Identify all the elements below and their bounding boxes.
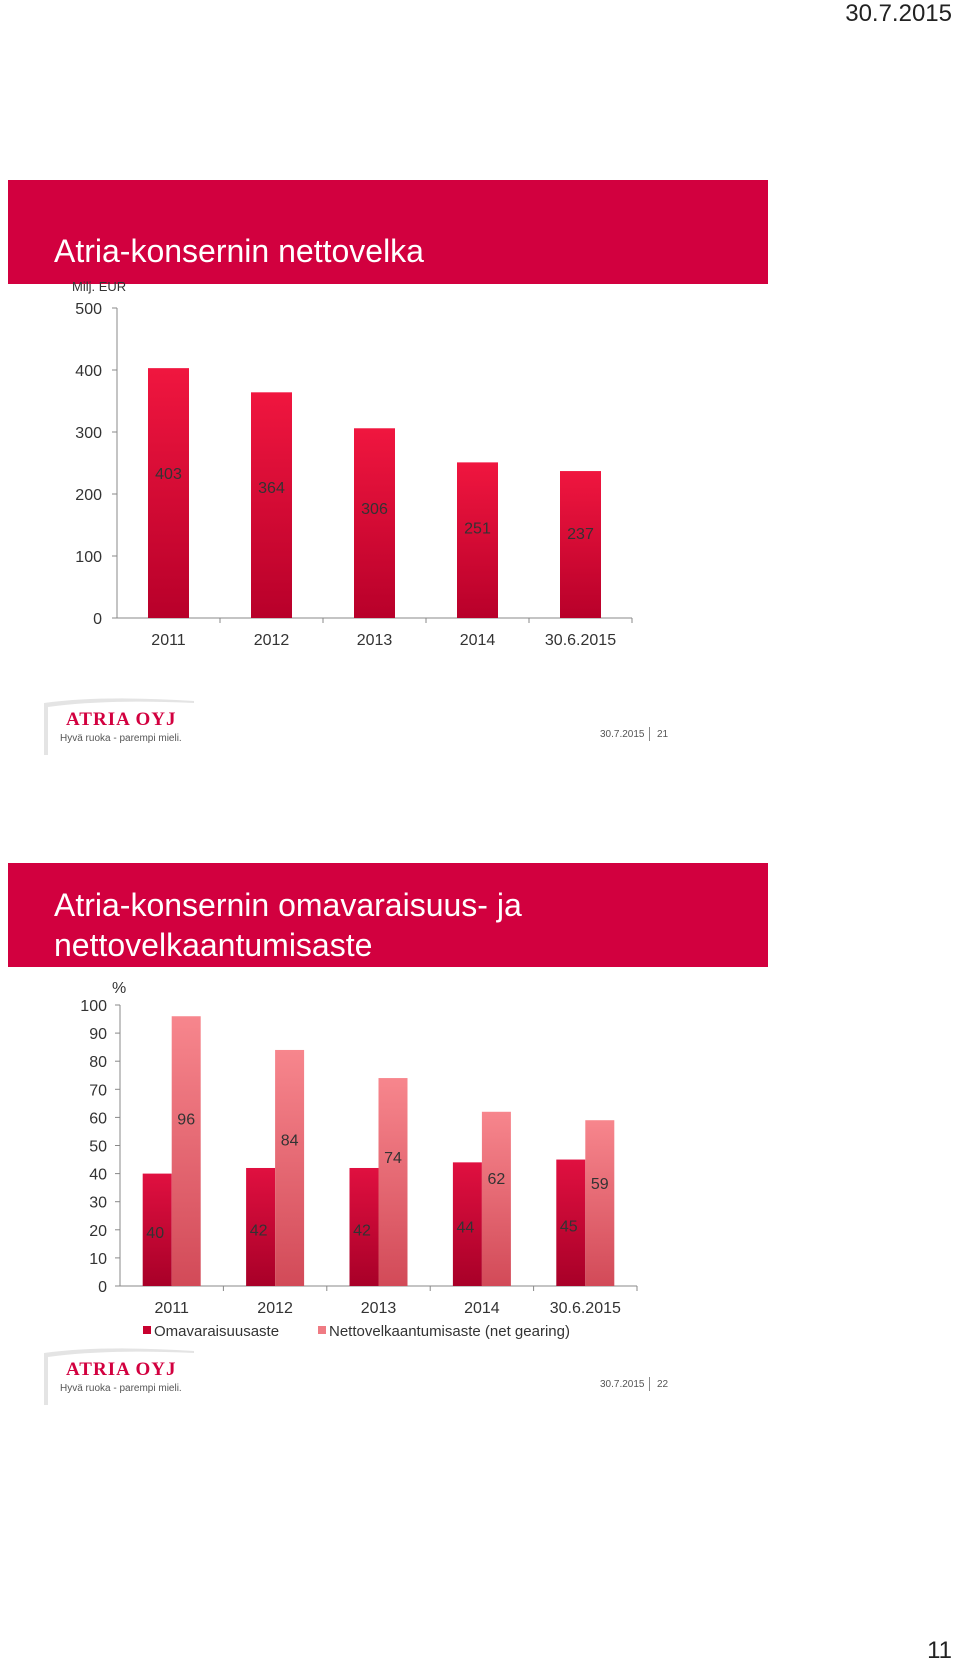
slide-equity-ratio: Atria-konsernin omavaraisuus- ja nettove…: [0, 863, 770, 1495]
logo-slogan: Hyvä ruoka - parempi mieli.: [60, 1383, 182, 1394]
slide-net-debt: Atria-konsernin nettovelka Milj. EUR 0 100…: [0, 180, 770, 755]
legend-label-equity-ratio: Omavaraisuusaste: [154, 1323, 279, 1340]
y-tick-label: 90: [89, 1026, 107, 1043]
bar-equity-ratio: [556, 1159, 586, 1286]
footer-separator: [649, 727, 650, 741]
bar-net-gearing: [481, 1111, 511, 1286]
bar-value-label: 96: [177, 1112, 195, 1129]
bar: [560, 471, 601, 618]
slide-title-bar: Atria-konsernin nettovelka: [8, 180, 768, 284]
atria-logo: ATRIA OYJ Hyvä ruoka - parempi mieli.: [44, 695, 194, 755]
logo-swoosh-icon: [44, 1348, 194, 1405]
y-tick-label: 100: [75, 549, 102, 566]
bar-value-label: 45: [560, 1218, 578, 1235]
y-tick-label: 10: [89, 1251, 107, 1268]
bar-value-label: 251: [464, 521, 491, 538]
bar-value-label: 306: [361, 501, 388, 518]
equity-gearing-chart: % 0 10 20 30 40 50 60 70 80 90 100 40 96 2011 42 84 2012 4…: [80, 980, 638, 1340]
y-tick-label: 40: [89, 1167, 107, 1184]
x-tick-label: 30.6.2015: [545, 632, 616, 649]
bar-value-label: 59: [591, 1176, 609, 1193]
y-tick-label: 80: [89, 1054, 107, 1071]
footer-date: 30.7.2015: [600, 729, 645, 740]
slide-title: Atria-konsernin omavaraisuus- ja nettove…: [54, 887, 522, 963]
x-tick-label: 2013: [361, 1300, 397, 1317]
x-tick-label: 2011: [154, 1300, 189, 1317]
atria-logo: ATRIA OYJ Hyvä ruoka - parempi mieli.: [44, 1345, 194, 1405]
y-tick-label: 0: [98, 1279, 107, 1296]
x-tick-label: 2014: [464, 1300, 500, 1317]
x-tick-label: 2012: [254, 632, 290, 649]
bar-equity-ratio: [349, 1167, 379, 1286]
y-tick-label: 200: [75, 487, 102, 504]
slide-number: 22: [657, 1379, 669, 1390]
slide-title: Atria-konsernin nettovelka: [54, 233, 424, 269]
x-tick-label: 2014: [460, 632, 496, 649]
bar: [251, 392, 292, 618]
bar-value-label: 364: [258, 480, 285, 497]
y-tick-label: 0: [93, 611, 102, 628]
bar-value-label: 62: [488, 1171, 506, 1188]
legend-swatch-equity-ratio: [143, 1326, 151, 1334]
y-tick-label: 60: [89, 1110, 107, 1127]
bar-net-gearing: [585, 1120, 615, 1286]
bar-value-label: 44: [457, 1220, 475, 1237]
bar: [457, 462, 498, 618]
axis-unit-label: %: [112, 980, 126, 997]
bar-net-gearing: [275, 1049, 305, 1286]
y-tick-label: 70: [89, 1082, 107, 1099]
x-tick-label: 2011: [151, 632, 186, 649]
logo-swoosh-icon: [44, 698, 194, 755]
page-date: 30.7.2015: [845, 0, 952, 27]
bar-equity-ratio: [142, 1173, 172, 1286]
bar-net-gearing: [378, 1078, 408, 1286]
bar-value-label: 84: [281, 1133, 299, 1150]
legend-swatch-net-gearing: [318, 1326, 326, 1334]
net-debt-chart: Milj. EUR 0 100 200 300 400 500 403 2011 364 2012 3…: [72, 279, 633, 649]
bar-value-label: 237: [567, 526, 594, 543]
bar-value-label: 40: [146, 1225, 164, 1242]
bar-value-label: 42: [353, 1222, 371, 1239]
bar-equity-ratio: [452, 1162, 482, 1286]
y-tick-label: 50: [89, 1139, 107, 1156]
logo-slogan: Hyvä ruoka - parempi mieli.: [60, 733, 182, 744]
y-tick-label: 300: [75, 425, 102, 442]
logo-name: ATRIA OYJ: [66, 709, 177, 730]
bar-value-label: 74: [384, 1150, 402, 1167]
x-tick-label: 30.6.2015: [550, 1300, 621, 1317]
bar-equity-ratio: [246, 1167, 276, 1286]
slide-number: 21: [657, 729, 669, 740]
bar: [354, 428, 395, 618]
logo-name: ATRIA OYJ: [66, 1359, 177, 1380]
x-tick-label: 2012: [257, 1300, 293, 1317]
bar-net-gearing: [171, 1016, 201, 1286]
slide-title-bar: Atria-konsernin omavaraisuus- ja nettove…: [8, 863, 768, 967]
y-tick-label: 20: [89, 1223, 107, 1240]
x-tick-label: 2013: [357, 632, 393, 649]
axis-unit-label: Milj. EUR: [72, 279, 126, 294]
legend-label-net-gearing: Nettovelkaantumisaste (net gearing): [329, 1323, 570, 1340]
bar-value-label: 42: [250, 1222, 268, 1239]
y-tick-label: 100: [80, 998, 107, 1015]
y-tick-label: 500: [75, 301, 102, 318]
bar-value-label: 403: [155, 466, 182, 483]
page-number: 11: [927, 1637, 952, 1664]
footer-separator: [649, 1377, 650, 1391]
y-tick-label: 400: [75, 363, 102, 380]
y-tick-label: 30: [89, 1195, 107, 1212]
bar: [148, 368, 189, 618]
footer-date: 30.7.2015: [600, 1379, 645, 1390]
